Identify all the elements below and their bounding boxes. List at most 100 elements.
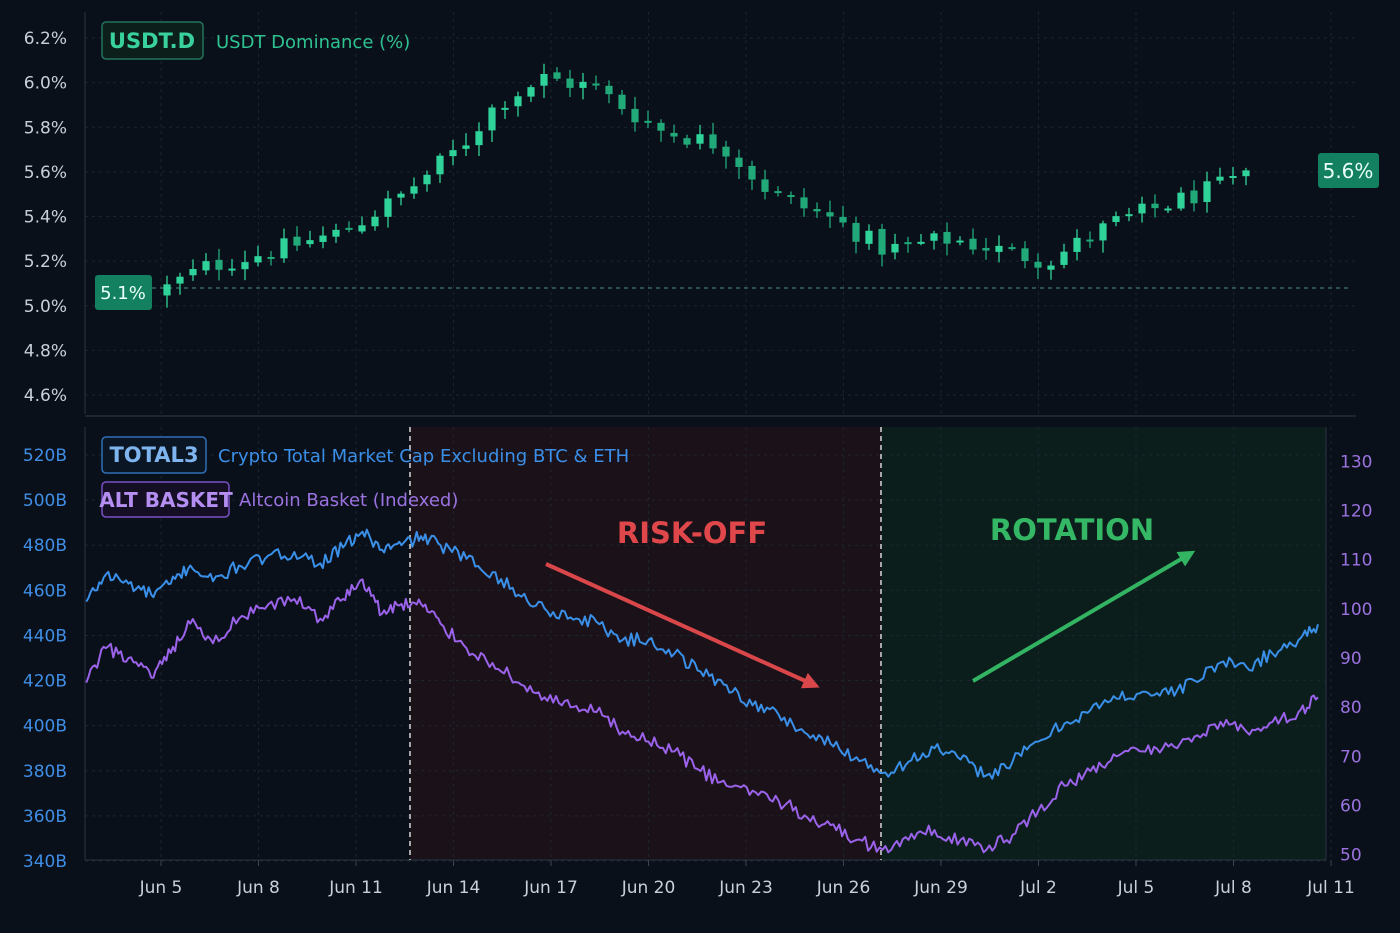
alt-basket-badge-box <box>101 481 230 518</box>
candle-body <box>657 122 665 131</box>
top-y-tick-label: 4.6% <box>24 386 67 406</box>
candle-body <box>228 268 236 271</box>
candle-body <box>982 247 990 251</box>
candle-body <box>709 134 717 149</box>
candle <box>904 236 912 253</box>
candle-body <box>332 229 340 237</box>
candle-body <box>1138 203 1146 214</box>
candle-body <box>202 261 210 271</box>
x-tick-label: Jun 26 <box>816 878 871 898</box>
top-y-tick-label: 5.6% <box>24 163 67 183</box>
candle <box>358 216 366 234</box>
candle <box>436 153 444 183</box>
candle-body <box>1060 251 1068 265</box>
candle <box>319 226 327 249</box>
candle <box>1177 187 1185 211</box>
candle <box>1073 229 1081 261</box>
candle-body <box>540 73 548 86</box>
alt-basket-line <box>85 578 1319 854</box>
candle-body <box>1073 237 1081 252</box>
candle <box>1229 167 1237 185</box>
candle <box>176 272 184 295</box>
candle-body <box>345 227 353 230</box>
candle <box>1125 207 1133 222</box>
right-y-tick-label: 100 <box>1340 600 1372 620</box>
top-panel-grid <box>85 12 1356 414</box>
candle-body <box>761 179 769 192</box>
total3-line <box>85 528 1319 780</box>
candle-body <box>904 242 912 245</box>
candle-body <box>878 228 886 255</box>
left-y-tick-label: 420B <box>23 672 67 692</box>
candle <box>631 96 639 132</box>
candle <box>384 190 392 228</box>
candle <box>618 89 626 115</box>
right-y-tick-label: 130 <box>1340 452 1372 472</box>
candle <box>891 233 899 260</box>
usdt-title: USDT Dominance (%) <box>216 32 410 53</box>
candle <box>969 228 977 255</box>
candle <box>657 119 665 142</box>
top-y-tick-label: 5.2% <box>24 252 67 272</box>
candle <box>605 80 613 104</box>
x-tick-label: Jul 5 <box>1117 878 1155 898</box>
candle-body <box>527 87 535 97</box>
candle <box>1112 211 1120 227</box>
candle <box>982 237 990 260</box>
left-y-tick-label: 480B <box>23 536 67 556</box>
candle-body <box>423 174 431 185</box>
end-price-badge: 5.6% <box>1323 159 1374 183</box>
top-y-tick-label: 5.4% <box>24 208 67 228</box>
x-tick-label: Jul 8 <box>1214 878 1252 898</box>
right-y-tick-label: 90 <box>1340 649 1362 669</box>
right-y-tick-label: 110 <box>1340 551 1372 571</box>
candle <box>267 250 275 266</box>
candle <box>943 222 951 256</box>
candle-body <box>670 132 678 137</box>
candle <box>865 224 873 250</box>
rotation-zone <box>881 427 1326 860</box>
candle-body <box>1151 203 1159 209</box>
candle-body <box>436 155 444 175</box>
candle-body <box>384 198 392 217</box>
candle <box>1203 171 1211 213</box>
candle-body <box>930 233 938 241</box>
top-y-tick-label: 5.8% <box>24 118 67 138</box>
candle-body <box>917 241 925 244</box>
candle <box>878 223 886 267</box>
candle <box>293 226 301 251</box>
candle-body <box>891 243 899 253</box>
right-y-axis-ticks: 130 120 110 100 90 80 70 60 50 <box>1340 452 1372 865</box>
candle <box>475 122 483 157</box>
candle <box>787 191 795 204</box>
candle-body <box>1203 181 1211 202</box>
x-tick-label: Jun 17 <box>523 878 578 898</box>
candle <box>1086 231 1094 248</box>
usdt-dominance-candles <box>163 63 1250 308</box>
candle <box>1242 167 1250 186</box>
candle-body <box>943 231 951 244</box>
candle <box>1008 243 1016 251</box>
candle <box>371 210 379 231</box>
top-y-tick-label: 6.2% <box>24 29 67 49</box>
candle <box>995 235 1003 263</box>
candle-body <box>553 72 561 79</box>
candle <box>709 122 717 154</box>
candle <box>332 223 340 243</box>
candle-body <box>488 107 496 131</box>
candle <box>280 228 288 263</box>
candle <box>956 236 964 246</box>
candle-body <box>579 81 587 88</box>
candle-body <box>1047 265 1055 270</box>
candle <box>813 202 821 218</box>
candle-body <box>371 216 379 227</box>
candle-body <box>1086 239 1094 242</box>
risk-off-label: RISK-OFF <box>617 516 767 550</box>
candle-body <box>644 120 652 123</box>
alt-basket-badge: ALT BASKET <box>99 488 233 512</box>
candle <box>1216 167 1224 185</box>
candle-body <box>839 216 847 223</box>
candle <box>839 205 847 228</box>
candle-body <box>189 269 197 276</box>
